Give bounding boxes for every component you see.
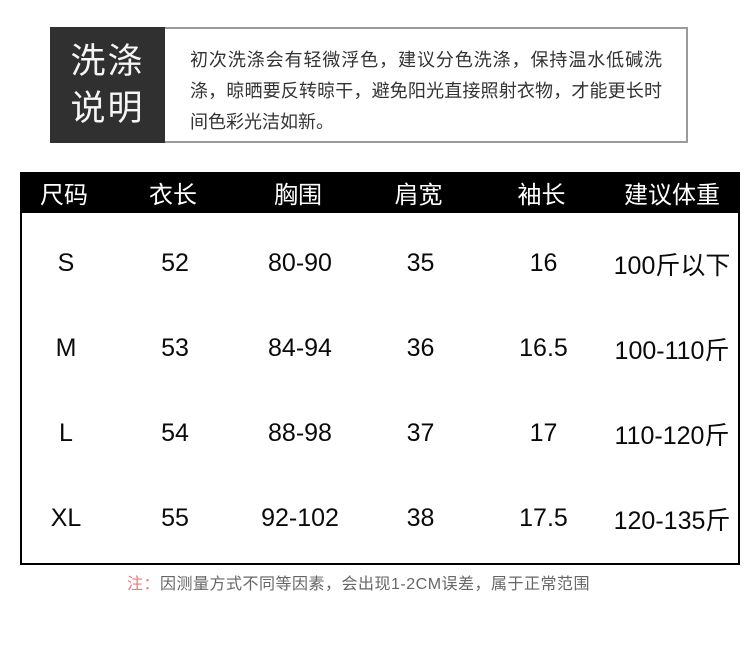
cell-bust: 80-90	[268, 249, 332, 277]
wash-label-line-1: 洗涤	[70, 42, 145, 81]
cell-sleeve: 16	[529, 249, 558, 277]
cell-sleeve: 17.5	[519, 504, 568, 532]
table-row-m: M 53 84-94 36 16.5 100-110斤	[22, 306, 738, 391]
table-row-l: L 54 88-98 37 17 110-120斤	[22, 391, 738, 476]
table-row-xl: XL 55 92-102 38 17.5 120-135斤	[22, 476, 738, 561]
header-bust: 胸围	[274, 182, 322, 209]
cell-bust: 84-94	[268, 334, 332, 362]
cell-size: XL	[50, 504, 82, 532]
wash-label-line-2: 说明	[70, 89, 145, 128]
measurement-note: 注：因测量方式不同等因素，会出现1-2CM误差，属于正常范围	[127, 570, 590, 594]
header-size: 尺码	[40, 182, 88, 209]
cell-shoulder: 37	[406, 419, 435, 447]
cell-weight: 110-120斤	[614, 421, 730, 450]
cell-length: 53	[161, 334, 189, 362]
cell-bust: 92-102	[261, 504, 339, 532]
cell-shoulder: 38	[406, 504, 435, 532]
table-row-s: S 52 80-90 35 16 100斤以下	[22, 221, 738, 306]
size-chart-table: 尺码 衣长 胸围 肩宽 袖长 建议体重 S 52 80-90 35 16 100…	[20, 172, 740, 565]
cell-shoulder: 35	[406, 249, 435, 277]
cell-length: 52	[161, 249, 189, 277]
header-sleeve-length: 袖长	[517, 182, 566, 209]
cell-size: S	[57, 249, 75, 277]
note-text: 因测量方式不同等因素，会出现1-2CM误差，属于正常范围	[160, 576, 591, 593]
cell-bust: 88-98	[268, 419, 332, 447]
size-chart-body: S 52 80-90 35 16 100斤以下 M 53 84-94 36 16…	[20, 213, 740, 565]
wash-instructions-section: 洗涤 说明 初次洗涤会有轻微浮色，建议分色洗涤，保持温水低碱洗涤，晾晒要反转晾干…	[50, 27, 688, 143]
cell-size: M	[55, 334, 77, 362]
note-prefix: 注：	[127, 576, 161, 593]
cell-weight: 100斤以下	[613, 251, 731, 280]
cell-sleeve: 17	[529, 419, 558, 447]
wash-instructions-text: 初次洗涤会有轻微浮色，建议分色洗涤，保持温水低碱洗涤，晾晒要反转晾干，避免阳光直…	[165, 27, 688, 143]
cell-weight: 120-135斤	[613, 506, 731, 535]
cell-sleeve: 16.5	[519, 334, 568, 362]
header-garment-length: 衣长	[149, 182, 197, 209]
cell-weight: 100-110斤	[614, 336, 730, 365]
cell-size: L	[59, 419, 73, 447]
header-suggested-weight: 建议体重	[624, 182, 720, 209]
cell-shoulder: 36	[406, 334, 435, 362]
size-chart-header-row: 尺码 衣长 胸围 肩宽 袖长 建议体重	[20, 172, 740, 213]
header-shoulder-width: 肩宽	[394, 182, 443, 209]
wash-instructions-label-box: 洗涤 说明	[50, 27, 165, 143]
cell-length: 55	[161, 504, 189, 532]
cell-length: 54	[161, 419, 189, 447]
